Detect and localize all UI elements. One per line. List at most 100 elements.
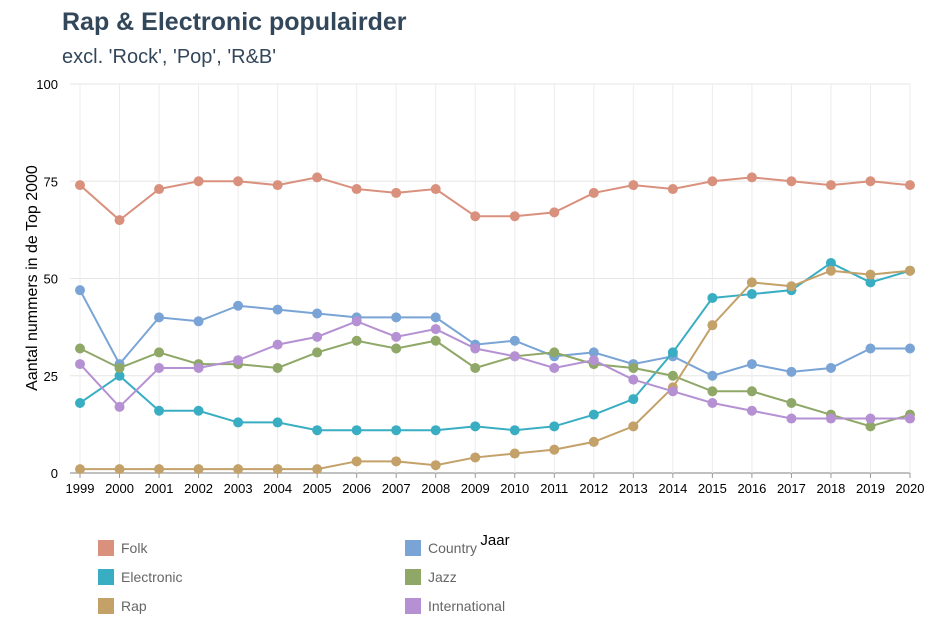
legend-item-jazz[interactable]: Jazz <box>405 566 457 588</box>
series-line-folk <box>79 176 911 222</box>
data-point-country <box>430 312 441 323</box>
data-point-electronic <box>746 289 757 300</box>
legend-label: International <box>428 598 506 614</box>
data-point-folk <box>154 184 165 195</box>
data-point-international <box>628 374 639 385</box>
legend-item-country[interactable]: Country <box>405 537 477 559</box>
data-point-jazz <box>470 362 481 373</box>
data-point-international <box>114 401 125 412</box>
data-point-folk <box>905 180 915 191</box>
x-tick-label: 1999 <box>66 481 95 496</box>
legend-item-folk[interactable]: Folk <box>98 537 147 559</box>
legend-swatch <box>405 569 421 585</box>
legend-swatch <box>98 540 114 556</box>
series-international <box>75 316 915 424</box>
series-line-electronic <box>79 261 911 432</box>
data-point-rap <box>865 269 876 280</box>
x-tick-label: 2009 <box>461 481 490 496</box>
legend-item-electronic[interactable]: Electronic <box>98 566 182 588</box>
data-point-international <box>154 362 165 373</box>
data-point-jazz <box>75 343 85 354</box>
data-point-electronic <box>272 417 283 428</box>
legend-swatch <box>405 598 421 614</box>
data-point-international <box>312 331 323 342</box>
y-tick-label: 75 <box>44 174 58 189</box>
data-point-rap <box>746 277 757 288</box>
data-point-jazz <box>272 362 283 373</box>
x-tick-label: 2010 <box>500 481 529 496</box>
data-point-international <box>430 324 441 335</box>
series-group <box>75 172 915 475</box>
data-point-jazz <box>865 421 876 432</box>
legend: Folk Country Electronic Jazz Rap Internationa… <box>98 537 578 627</box>
data-point-rap <box>509 448 520 459</box>
data-point-country <box>391 312 402 323</box>
series-electronic <box>75 257 915 436</box>
x-tick-label: 2004 <box>263 481 292 496</box>
data-point-international <box>786 413 797 424</box>
legend-swatch <box>98 569 114 585</box>
data-point-jazz <box>628 362 639 373</box>
data-point-rap <box>391 456 402 467</box>
x-tick-label: 2015 <box>698 481 727 496</box>
data-point-rap <box>193 464 204 475</box>
series-line-international <box>79 320 910 420</box>
y-tick-label: 0 <box>51 466 58 481</box>
x-tick-label: 2011 <box>540 481 568 496</box>
legend-item-rap[interactable]: Rap <box>98 595 147 617</box>
x-axis-ticks: 1999 2000 2001 2002 2003 2004 2005 2006 2007 2008… <box>66 481 925 496</box>
x-tick-label: 2002 <box>184 481 213 496</box>
x-tick-label: 2003 <box>224 481 253 496</box>
data-point-international <box>509 351 520 362</box>
data-point-folk <box>391 187 402 198</box>
data-point-folk <box>312 172 323 183</box>
data-point-folk <box>865 176 876 187</box>
data-point-international <box>351 316 362 327</box>
x-tick-label: 2014 <box>658 481 687 496</box>
data-point-rap <box>786 281 797 292</box>
legend-label: Jazz <box>428 569 457 585</box>
data-point-international <box>707 397 718 408</box>
gridlines <box>70 83 911 478</box>
data-point-folk <box>114 215 125 226</box>
data-point-folk <box>746 172 757 183</box>
data-point-rap <box>272 464 283 475</box>
data-point-international <box>825 413 836 424</box>
data-point-country <box>193 316 204 327</box>
data-point-folk <box>707 176 718 187</box>
data-point-rap <box>233 464 244 475</box>
data-point-jazz <box>114 362 125 373</box>
data-point-international <box>865 413 876 424</box>
data-point-folk <box>549 207 560 218</box>
x-tick-label: 2012 <box>579 481 608 496</box>
data-point-electronic <box>549 421 560 432</box>
data-point-rap <box>351 456 362 467</box>
data-point-international <box>746 405 757 416</box>
data-point-rap <box>430 460 441 471</box>
data-point-folk <box>233 176 244 187</box>
data-point-jazz <box>746 386 757 397</box>
y-tick-label: 100 <box>36 77 58 92</box>
chart-subtitle: excl. 'Rock', 'Pop', 'R&B' <box>62 46 277 68</box>
data-point-country <box>905 343 915 354</box>
data-point-country <box>825 362 836 373</box>
data-point-international <box>193 362 204 373</box>
data-point-jazz <box>312 347 323 358</box>
data-point-folk <box>75 180 85 191</box>
data-point-international <box>667 386 678 397</box>
x-tick-label: 2018 <box>816 481 845 496</box>
data-point-country <box>75 285 85 296</box>
data-point-jazz <box>707 386 718 397</box>
legend-label: Rap <box>121 598 147 614</box>
legend-swatch <box>405 540 421 556</box>
legend-item-international[interactable]: International <box>405 595 505 617</box>
data-point-international <box>233 355 244 366</box>
data-point-electronic <box>351 425 362 436</box>
x-tick-label: 2008 <box>421 481 450 496</box>
data-point-rap <box>825 265 836 276</box>
x-tick-label: 2007 <box>382 481 411 496</box>
y-axis-label: Aantal nummers in de Top 2000 <box>24 165 41 391</box>
chart-title: Rap & Electronic populairder <box>62 8 407 36</box>
data-point-folk <box>509 211 520 222</box>
